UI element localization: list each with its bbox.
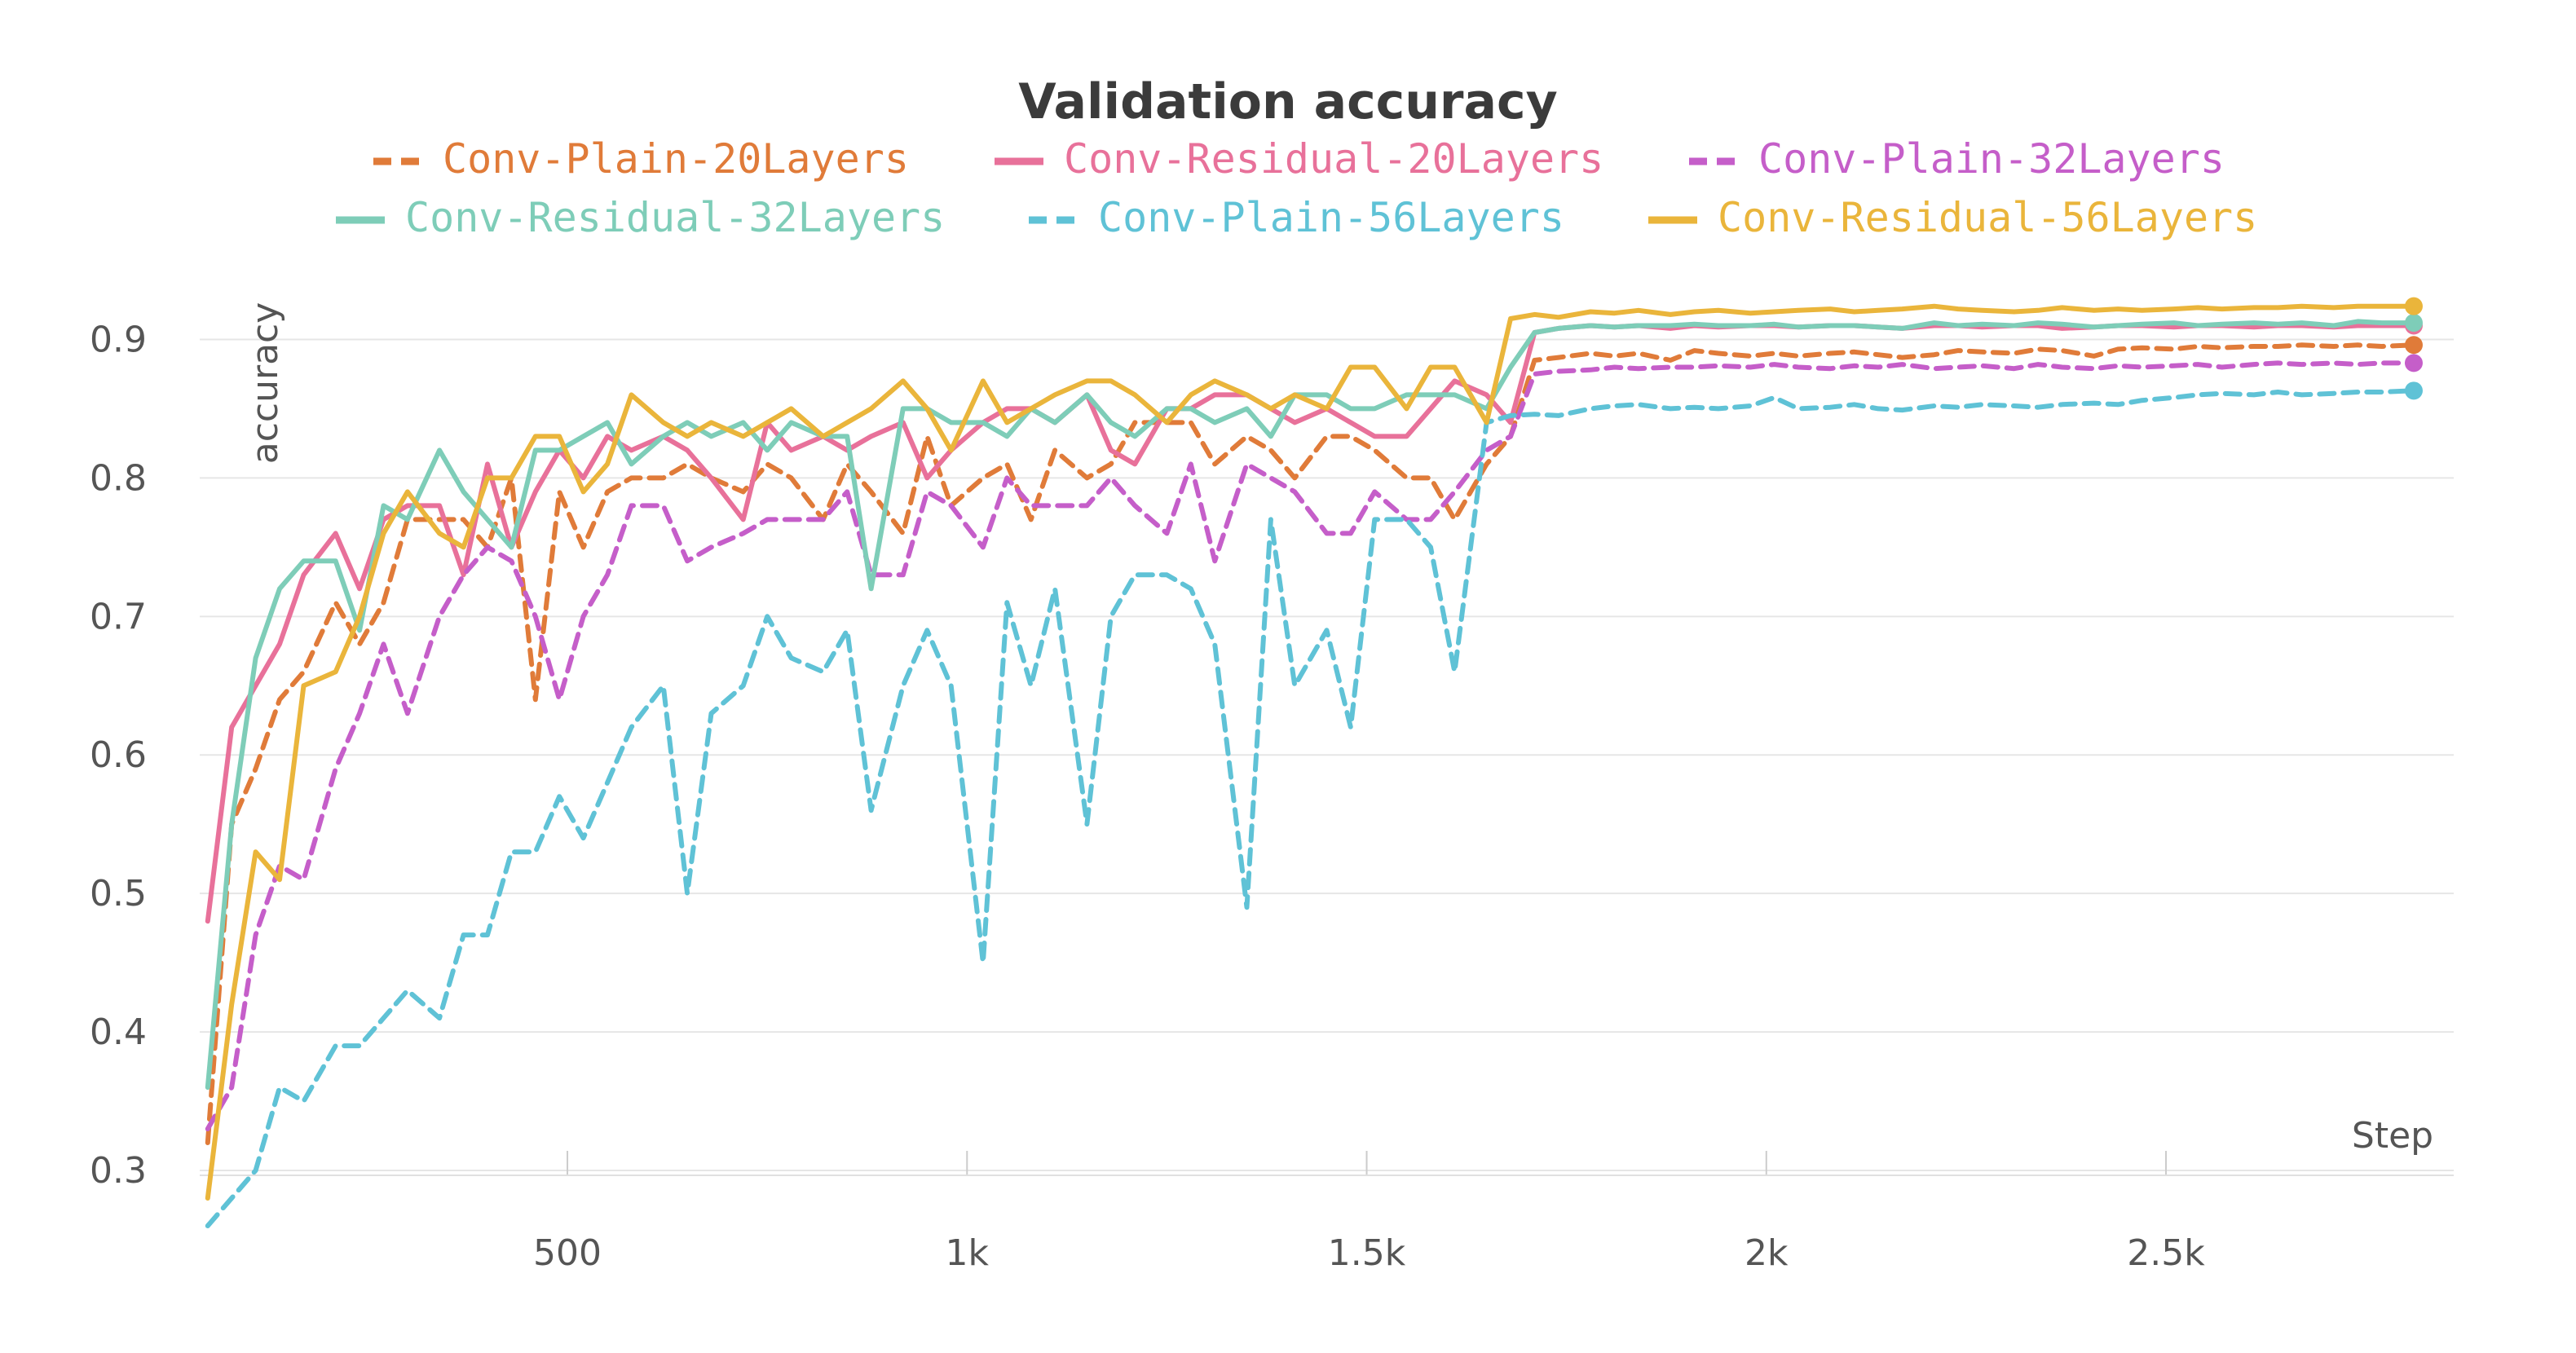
legend-label: Conv-Plain-20Layers xyxy=(443,135,909,183)
legend-item[interactable]: Conv-Plain-56Layers xyxy=(1029,194,1564,241)
x-tick-label: 1k xyxy=(946,1232,990,1274)
series-line xyxy=(205,388,2416,1228)
x-tick-label: 2k xyxy=(1745,1232,1789,1274)
series-lines xyxy=(205,303,2416,1228)
legend: Conv-Plain-20Layers Conv-Residual-20Layer… xyxy=(336,135,2257,241)
chart-title: Validation accuracy xyxy=(1018,73,1557,130)
x-axis-title: Step xyxy=(2352,1115,2433,1157)
x-axis-ticks: 500 1k 1.5k 2k 2.5k xyxy=(533,1151,2205,1274)
series-end-point xyxy=(2404,381,2423,400)
legend-item[interactable]: Conv-Plain-32Layers xyxy=(1689,135,2225,183)
legend-item[interactable]: Conv-Residual-32Layers xyxy=(336,194,945,241)
legend-item[interactable]: Conv-Plain-20Layers xyxy=(373,135,909,183)
legend-label: Conv-Residual-32Layers xyxy=(405,194,945,241)
y-tick-label: 0.4 xyxy=(90,1011,147,1053)
series-line xyxy=(205,303,2416,1201)
series-end-point xyxy=(2404,354,2423,372)
legend-label: Conv-Residual-20Layers xyxy=(1064,135,1603,183)
legend-item[interactable]: Conv-Residual-56Layers xyxy=(1648,194,2257,241)
y-tick-label: 0.3 xyxy=(90,1150,147,1192)
series-end-markers xyxy=(2404,297,2423,400)
x-tick-label: 2.5k xyxy=(2127,1232,2205,1274)
y-axis-ticks: 0.3 0.4 0.5 0.6 0.7 0.8 0.9 xyxy=(90,319,147,1192)
legend-item[interactable]: Conv-Residual-20Layers xyxy=(995,135,1603,183)
y-tick-label: 0.6 xyxy=(90,734,147,776)
y-tick-label: 0.9 xyxy=(90,319,147,360)
legend-label: Conv-Residual-56Layers xyxy=(1718,194,2257,241)
y-axis-title: accuracy xyxy=(245,302,286,465)
y-tick-label: 0.8 xyxy=(90,457,147,499)
x-tick-label: 1.5k xyxy=(1328,1232,1406,1274)
legend-label: Conv-Plain-56Layers xyxy=(1098,194,1564,241)
series-line xyxy=(205,342,2416,1145)
x-tick-label: 500 xyxy=(533,1232,602,1274)
legend-label: Conv-Plain-32Layers xyxy=(1758,135,2225,183)
series-end-point xyxy=(2404,336,2423,355)
y-tick-label: 0.5 xyxy=(90,873,147,914)
series-end-point xyxy=(2404,314,2423,333)
series-end-point xyxy=(2404,297,2423,315)
grid-lines xyxy=(200,338,2454,1172)
y-tick-label: 0.7 xyxy=(90,596,147,637)
series-line xyxy=(205,360,2416,1131)
